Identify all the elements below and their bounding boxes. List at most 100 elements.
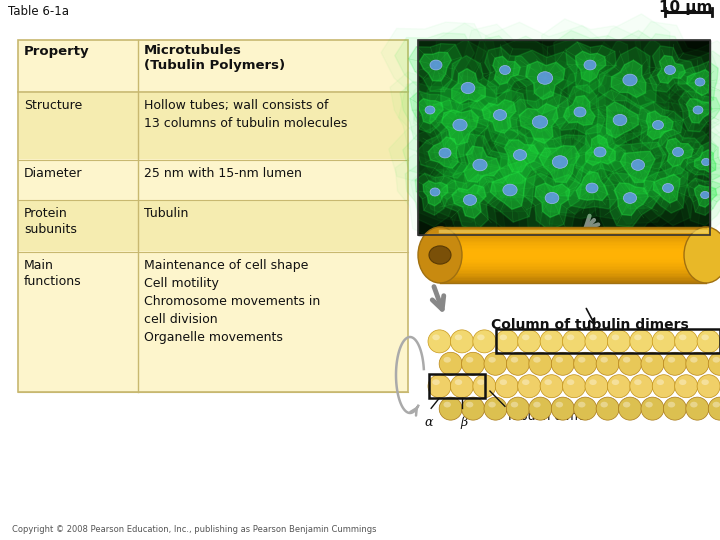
- Ellipse shape: [444, 402, 451, 408]
- Text: Copyright © 2008 Pearson Education, Inc., publishing as Pearson Benjamin Cumming: Copyright © 2008 Pearson Education, Inc.…: [12, 525, 377, 534]
- Ellipse shape: [584, 60, 596, 70]
- Polygon shape: [678, 91, 720, 132]
- Polygon shape: [657, 56, 685, 83]
- Ellipse shape: [600, 402, 608, 408]
- Text: Structure: Structure: [24, 99, 82, 112]
- Ellipse shape: [697, 330, 720, 353]
- Ellipse shape: [556, 402, 563, 408]
- Polygon shape: [629, 90, 696, 161]
- Bar: [19, 161, 408, 199]
- Bar: [418, 40, 710, 235]
- Ellipse shape: [432, 379, 440, 385]
- Ellipse shape: [552, 156, 567, 168]
- Ellipse shape: [466, 402, 473, 408]
- Bar: [440, 278, 706, 280]
- Ellipse shape: [513, 150, 526, 160]
- Ellipse shape: [574, 352, 597, 375]
- Ellipse shape: [596, 352, 619, 375]
- Ellipse shape: [612, 379, 619, 385]
- Polygon shape: [441, 110, 479, 145]
- Ellipse shape: [672, 147, 683, 157]
- Polygon shape: [590, 160, 676, 242]
- Ellipse shape: [701, 334, 709, 340]
- Ellipse shape: [552, 352, 575, 375]
- Bar: [440, 244, 706, 245]
- Polygon shape: [405, 164, 467, 227]
- Polygon shape: [554, 30, 629, 107]
- Polygon shape: [657, 129, 703, 177]
- Polygon shape: [452, 185, 486, 218]
- Ellipse shape: [630, 375, 653, 398]
- Bar: [440, 232, 706, 234]
- Bar: [496, 329, 720, 354]
- Polygon shape: [494, 130, 551, 184]
- Polygon shape: [668, 82, 720, 143]
- Polygon shape: [490, 172, 526, 210]
- Polygon shape: [519, 104, 558, 143]
- Bar: [440, 257, 706, 259]
- Polygon shape: [477, 160, 536, 222]
- Ellipse shape: [432, 334, 440, 340]
- Polygon shape: [631, 154, 698, 226]
- Ellipse shape: [701, 158, 711, 166]
- Ellipse shape: [586, 183, 598, 193]
- Bar: [440, 226, 706, 228]
- Polygon shape: [647, 118, 716, 188]
- Ellipse shape: [425, 106, 435, 114]
- Polygon shape: [428, 137, 459, 168]
- Bar: [440, 277, 706, 279]
- Ellipse shape: [556, 357, 563, 363]
- Polygon shape: [441, 56, 497, 114]
- Bar: [19, 201, 408, 251]
- Polygon shape: [505, 140, 539, 172]
- Polygon shape: [585, 75, 666, 165]
- Polygon shape: [415, 173, 456, 215]
- Polygon shape: [649, 46, 696, 92]
- Polygon shape: [400, 82, 463, 145]
- Ellipse shape: [473, 375, 496, 398]
- Ellipse shape: [634, 379, 642, 385]
- Polygon shape: [488, 76, 585, 176]
- Bar: [440, 271, 706, 273]
- Ellipse shape: [690, 357, 698, 363]
- Polygon shape: [639, 33, 708, 103]
- Polygon shape: [508, 121, 609, 213]
- Bar: [440, 251, 706, 252]
- Ellipse shape: [713, 357, 720, 363]
- Ellipse shape: [484, 397, 507, 420]
- Polygon shape: [497, 36, 595, 132]
- Ellipse shape: [488, 402, 496, 408]
- Polygon shape: [644, 165, 688, 213]
- Polygon shape: [423, 181, 448, 206]
- Polygon shape: [474, 36, 544, 106]
- Ellipse shape: [500, 379, 507, 385]
- Bar: [440, 267, 706, 269]
- Ellipse shape: [686, 352, 708, 375]
- Ellipse shape: [634, 334, 642, 340]
- Polygon shape: [426, 161, 510, 246]
- Bar: [440, 263, 706, 265]
- Bar: [440, 275, 706, 278]
- Polygon shape: [564, 96, 595, 125]
- Text: Main
functions: Main functions: [24, 259, 81, 288]
- Polygon shape: [439, 118, 530, 208]
- Ellipse shape: [708, 352, 720, 375]
- Text: Diameter: Diameter: [24, 167, 83, 180]
- Polygon shape: [694, 150, 716, 173]
- Ellipse shape: [652, 120, 664, 130]
- Bar: [440, 256, 706, 258]
- Ellipse shape: [578, 357, 585, 363]
- Ellipse shape: [439, 397, 462, 420]
- Ellipse shape: [630, 330, 653, 353]
- Ellipse shape: [679, 379, 686, 385]
- Polygon shape: [552, 85, 606, 134]
- Polygon shape: [606, 102, 639, 138]
- Ellipse shape: [506, 352, 529, 375]
- Ellipse shape: [544, 334, 552, 340]
- Bar: [440, 274, 706, 276]
- Ellipse shape: [540, 375, 563, 398]
- Polygon shape: [481, 117, 567, 198]
- Ellipse shape: [462, 352, 485, 375]
- Bar: [428, 374, 485, 399]
- Polygon shape: [667, 51, 720, 116]
